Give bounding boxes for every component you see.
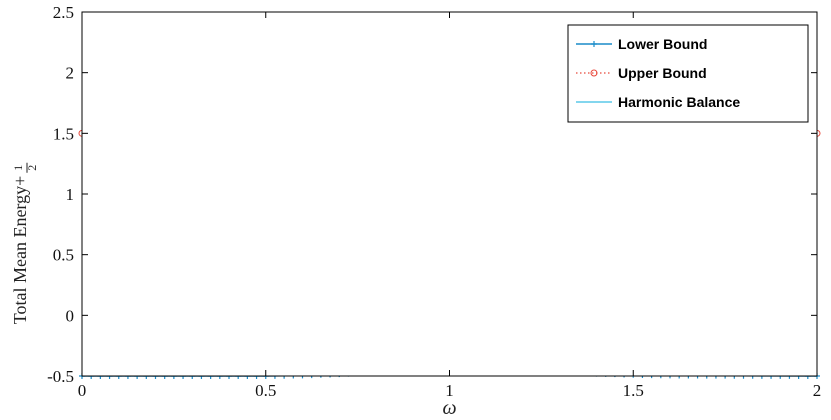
ticks: 0 0.5 1 1.5 2-0.500.511.522.5: [47, 3, 821, 400]
legend-upper-marker: [590, 69, 598, 77]
y-tick-label: 0.5: [53, 246, 74, 265]
x-tick-label: 0: [78, 381, 87, 400]
legend-harmonic-label: Harmonic Balance: [618, 94, 740, 110]
legend-lower-marker: [591, 41, 597, 47]
y-tick-label: -0.5: [47, 367, 74, 386]
y-axis-label-fraction-numerator: 1: [11, 165, 25, 171]
legend-lower-label: Lower Bound: [618, 36, 707, 52]
y-tick-label: 1.5: [53, 124, 74, 143]
x-tick-label: 1.5: [623, 381, 644, 400]
y-tick-label: 0: [66, 306, 75, 325]
x-tick-label: 2: [813, 381, 822, 400]
legend-entries: Lower Bound Upper Bound Harmonic Balance: [576, 36, 740, 110]
y-tick-label: 2.5: [53, 3, 74, 22]
x-axis-label: ω: [442, 397, 456, 419]
y-tick-label: 1: [66, 185, 75, 204]
y-axis-label-group: Total Mean Energy+ 1 2: [10, 162, 39, 325]
x-tick-label: 0.5: [255, 381, 276, 400]
x-tick-label: 1: [445, 381, 454, 400]
y-tick-label: 2: [66, 64, 75, 83]
y-axis-label-fraction-denominator: 2: [25, 165, 39, 171]
legend: Lower Bound Upper Bound Harmonic Balance: [567, 24, 809, 123]
y-axis-label: Total Mean Energy+: [10, 176, 30, 325]
legend-upper-label: Upper Bound: [618, 65, 707, 81]
